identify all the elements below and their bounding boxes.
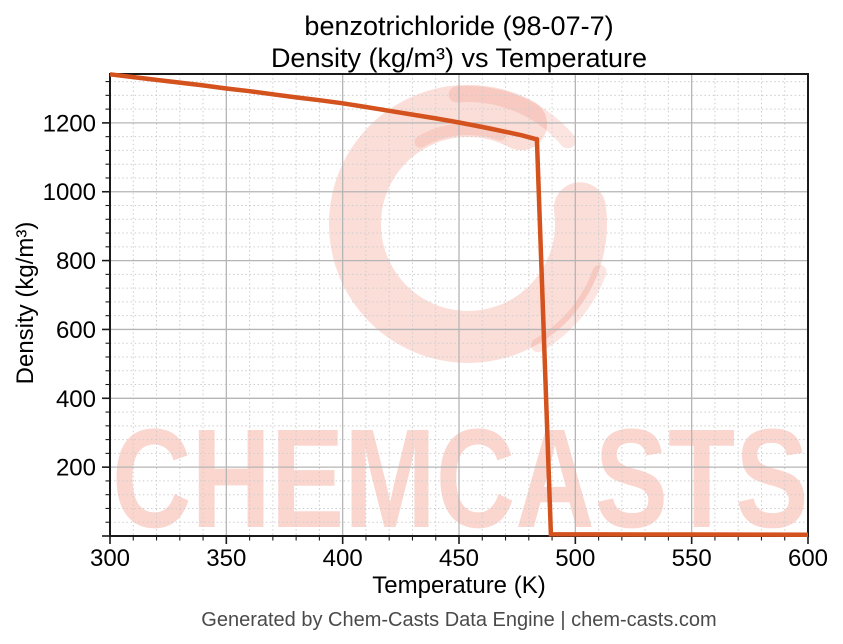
x-axis-label: Temperature (K): [372, 572, 546, 599]
footer-credit: Generated by Chem-Casts Data Engine | ch…: [201, 609, 717, 631]
x-tick-label: 350: [206, 545, 246, 572]
chart-title: benzotrichloride (98-07-7) Density (kg/m…: [110, 10, 808, 74]
x-tick-label: 550: [672, 545, 712, 572]
grid-major: [109, 74, 809, 536]
x-tick-label: 450: [439, 545, 479, 572]
x-tick-labels: 300 350 400 450 500 550 600: [90, 545, 828, 572]
x-tick-label: 400: [323, 545, 363, 572]
chart-title-line2: Density (kg/m³) vs Temperature: [270, 43, 648, 73]
y-tick-label: 600: [56, 317, 96, 344]
y-tick-label: 200: [56, 455, 96, 482]
chart-title-line1: benzotrichloride (98-07-7): [304, 11, 614, 41]
y-tick-label: 1000: [43, 179, 96, 206]
x-tick-label: 500: [555, 545, 595, 572]
y-tick-label: 400: [56, 386, 96, 413]
density-curve: [109, 72, 809, 537]
plot-frame: [109, 73, 809, 537]
y-tick-labels: 200 400 600 800 1000 1200: [43, 110, 96, 481]
y-tick-label: 800: [56, 248, 96, 275]
y-axis-label: Density (kg/m³): [12, 221, 39, 385]
y-tick-label: 1200: [43, 110, 96, 137]
axis-ticks: [102, 81, 809, 544]
x-tick-label: 300: [90, 545, 130, 572]
x-tick-label: 600: [788, 545, 828, 572]
